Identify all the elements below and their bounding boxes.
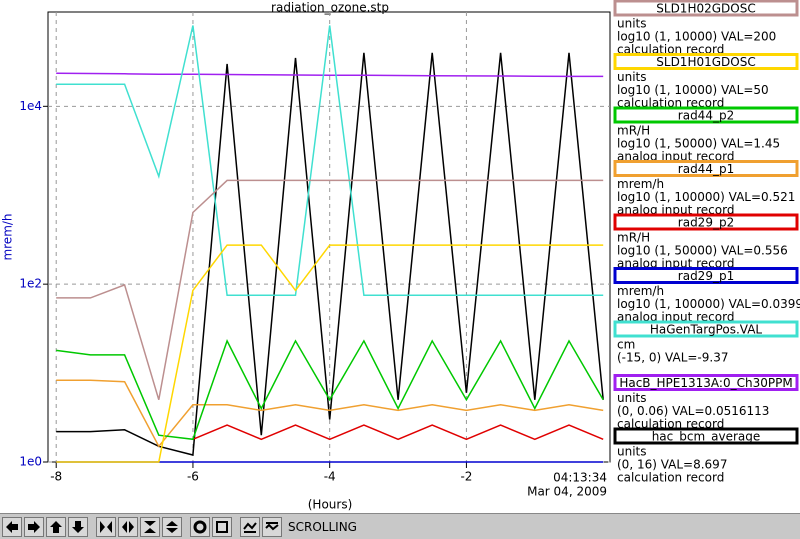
legend-name: SLD1H02GDOSC <box>656 2 755 16</box>
x-axis-label: (Hours) <box>308 498 353 512</box>
y-tick-label: 1e2 <box>19 277 42 291</box>
legend-range: log10 (1, 50000) VAL=1.45 <box>617 137 780 151</box>
y-tick-label: 1e0 <box>19 455 42 469</box>
legend-range: log10 (1, 10000) VAL=200 <box>617 30 776 44</box>
legend-units: mR/H <box>617 124 650 138</box>
legend-box <box>613 374 799 391</box>
legend-box <box>613 160 799 177</box>
series-line <box>56 244 604 463</box>
status-text: SCROLLING <box>288 519 357 534</box>
legend-box <box>613 213 799 231</box>
legend-units: mR/H <box>617 231 650 245</box>
series-line <box>56 179 604 401</box>
legend-name: hac_bcm_average <box>652 430 761 444</box>
legend-units: units <box>617 70 647 84</box>
legend-box <box>613 267 799 284</box>
legend-name: rad44_p1 <box>678 162 734 176</box>
series-line <box>56 338 604 441</box>
legend-box <box>613 53 799 70</box>
series-line <box>56 72 604 78</box>
legend-units: cm <box>617 338 635 352</box>
series-line <box>56 379 604 448</box>
auto-scale-button[interactable] <box>190 516 210 537</box>
legend-range: (0, 16) VAL=8.697 <box>617 458 727 472</box>
legend-range: log10 (1, 100000) VAL=0.0399 <box>617 297 800 311</box>
legend-box <box>613 106 799 124</box>
legend-name: rad44_p2 <box>678 109 734 123</box>
legend-units: mrem/h <box>617 284 664 298</box>
legend-box <box>613 0 799 17</box>
legend-range: log10 (1, 50000) VAL=0.556 <box>617 244 788 258</box>
legend-name: SLD1H01GDOSC <box>656 55 755 69</box>
series-line <box>56 52 604 456</box>
legend-units: mrem/h <box>617 177 664 191</box>
series-line <box>192 424 604 441</box>
chart: radiation_ozone.stp mrem/h (Hours) 04:13… <box>1 0 800 512</box>
legend-record: calculation record <box>617 471 724 485</box>
y-axis-label: mrem/h <box>1 213 15 260</box>
legend-range: log10 (1, 100000) VAL=0.521 <box>617 190 795 204</box>
legend-name: rad29_p2 <box>678 216 734 230</box>
x-tick-label: -2 <box>460 470 472 484</box>
refresh-button[interactable] <box>240 516 260 537</box>
time-label: 04:13:34 <box>553 471 607 485</box>
pan-left-button[interactable] <box>2 516 22 537</box>
legend-name: rad29_p1 <box>678 269 734 283</box>
y-tick-label: 1e4 <box>19 99 42 113</box>
toolbar: SCROLLING <box>0 513 800 539</box>
legend-range: (0, 0.06) VAL=0.0516113 <box>617 404 769 418</box>
pan-down-button[interactable] <box>68 516 88 537</box>
reset-button[interactable] <box>212 516 232 537</box>
scroll-button[interactable] <box>262 516 282 537</box>
legend-box <box>613 320 799 338</box>
chart-title: radiation_ozone.stp <box>271 1 389 15</box>
pan-right-button[interactable] <box>24 516 44 537</box>
zoom-out-y-button[interactable] <box>162 516 182 537</box>
date-label: Mar 04, 2009 <box>527 485 607 499</box>
legend-range: (-15, 0) VAL=-9.37 <box>617 351 728 365</box>
legend-units: units <box>617 17 647 31</box>
legend-units: units <box>617 445 647 459</box>
legend-units: units <box>617 391 647 405</box>
pan-up-button[interactable] <box>46 516 66 537</box>
zoom-out-x-button[interactable] <box>118 516 138 537</box>
x-tick-label: -4 <box>324 470 336 484</box>
x-tick-label: -6 <box>187 470 199 484</box>
zoom-in-y-button[interactable] <box>140 516 160 537</box>
legend-name: HacB_HPE1313A:0_Ch30PPM <box>619 376 792 390</box>
plot-area <box>47 11 611 463</box>
legend-box <box>613 427 799 445</box>
legend-name: HaGenTargPos.VAL <box>650 323 763 337</box>
zoom-in-x-button[interactable] <box>96 516 116 537</box>
legend-range: log10 (1, 10000) VAL=50 <box>617 83 769 97</box>
series-line <box>56 25 604 297</box>
x-tick-label: -8 <box>50 470 62 484</box>
